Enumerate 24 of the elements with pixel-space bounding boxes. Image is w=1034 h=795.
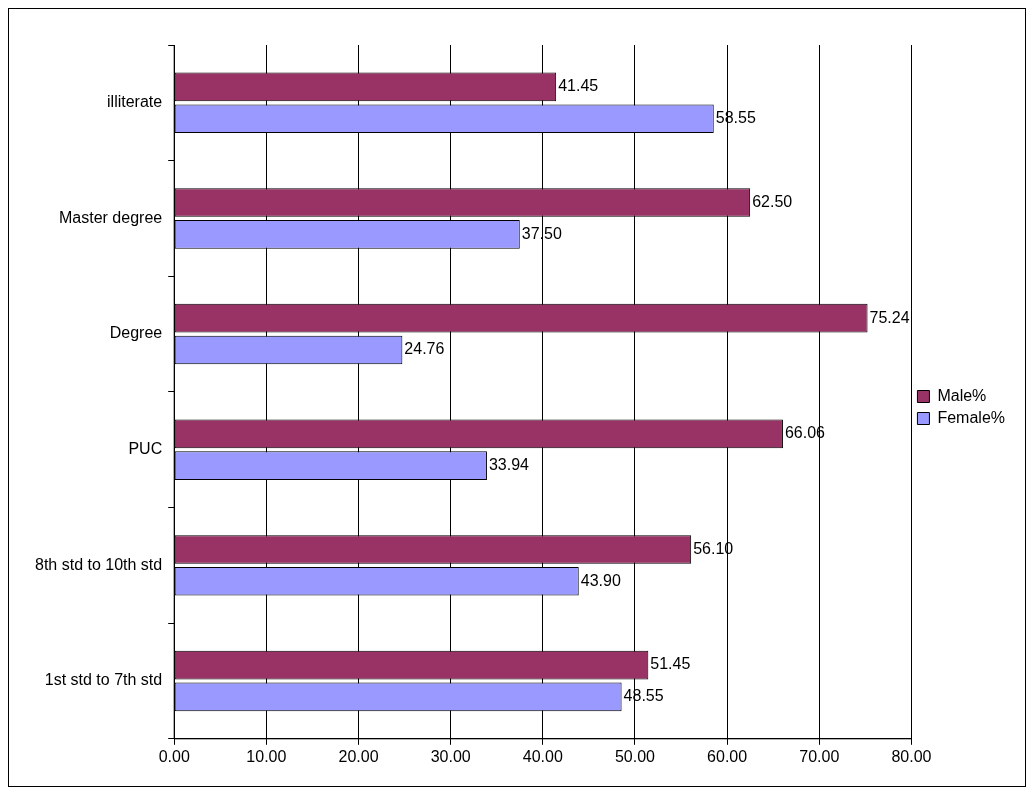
x-tick-label: 30.00 bbox=[430, 747, 471, 765]
y-tick-label: illiterate bbox=[107, 93, 163, 111]
x-tick-label: 20.00 bbox=[338, 747, 379, 765]
legend-label: Female% bbox=[937, 408, 1005, 426]
x-tick-label: 80.00 bbox=[891, 747, 932, 765]
legend-label: Male% bbox=[937, 386, 987, 404]
data-label: 62.50 bbox=[752, 192, 793, 210]
data-label: 33.94 bbox=[488, 456, 530, 474]
x-tick-label: 60.00 bbox=[707, 747, 748, 765]
data-label: 41.45 bbox=[558, 77, 599, 95]
y-tick-label: PUC bbox=[128, 440, 163, 458]
x-tick-label: 10.00 bbox=[246, 747, 287, 765]
data-label: 24.76 bbox=[404, 340, 445, 358]
x-tick-label: 40.00 bbox=[522, 747, 563, 765]
y-tick-label: Degree bbox=[109, 324, 163, 342]
x-tick-label: 50.00 bbox=[614, 747, 656, 765]
data-label: 51.45 bbox=[650, 655, 691, 673]
data-label: 75.24 bbox=[869, 308, 910, 326]
data-label: 43.90 bbox=[580, 571, 621, 589]
y-tick-label: 1st std to 7th std bbox=[44, 671, 163, 689]
y-tick-label: 8th std to 10th std bbox=[34, 555, 163, 573]
x-tick-label: 0.00 bbox=[158, 747, 190, 765]
y-tick-label: Master degree bbox=[59, 208, 163, 226]
x-tick-label: 70.00 bbox=[799, 747, 840, 765]
